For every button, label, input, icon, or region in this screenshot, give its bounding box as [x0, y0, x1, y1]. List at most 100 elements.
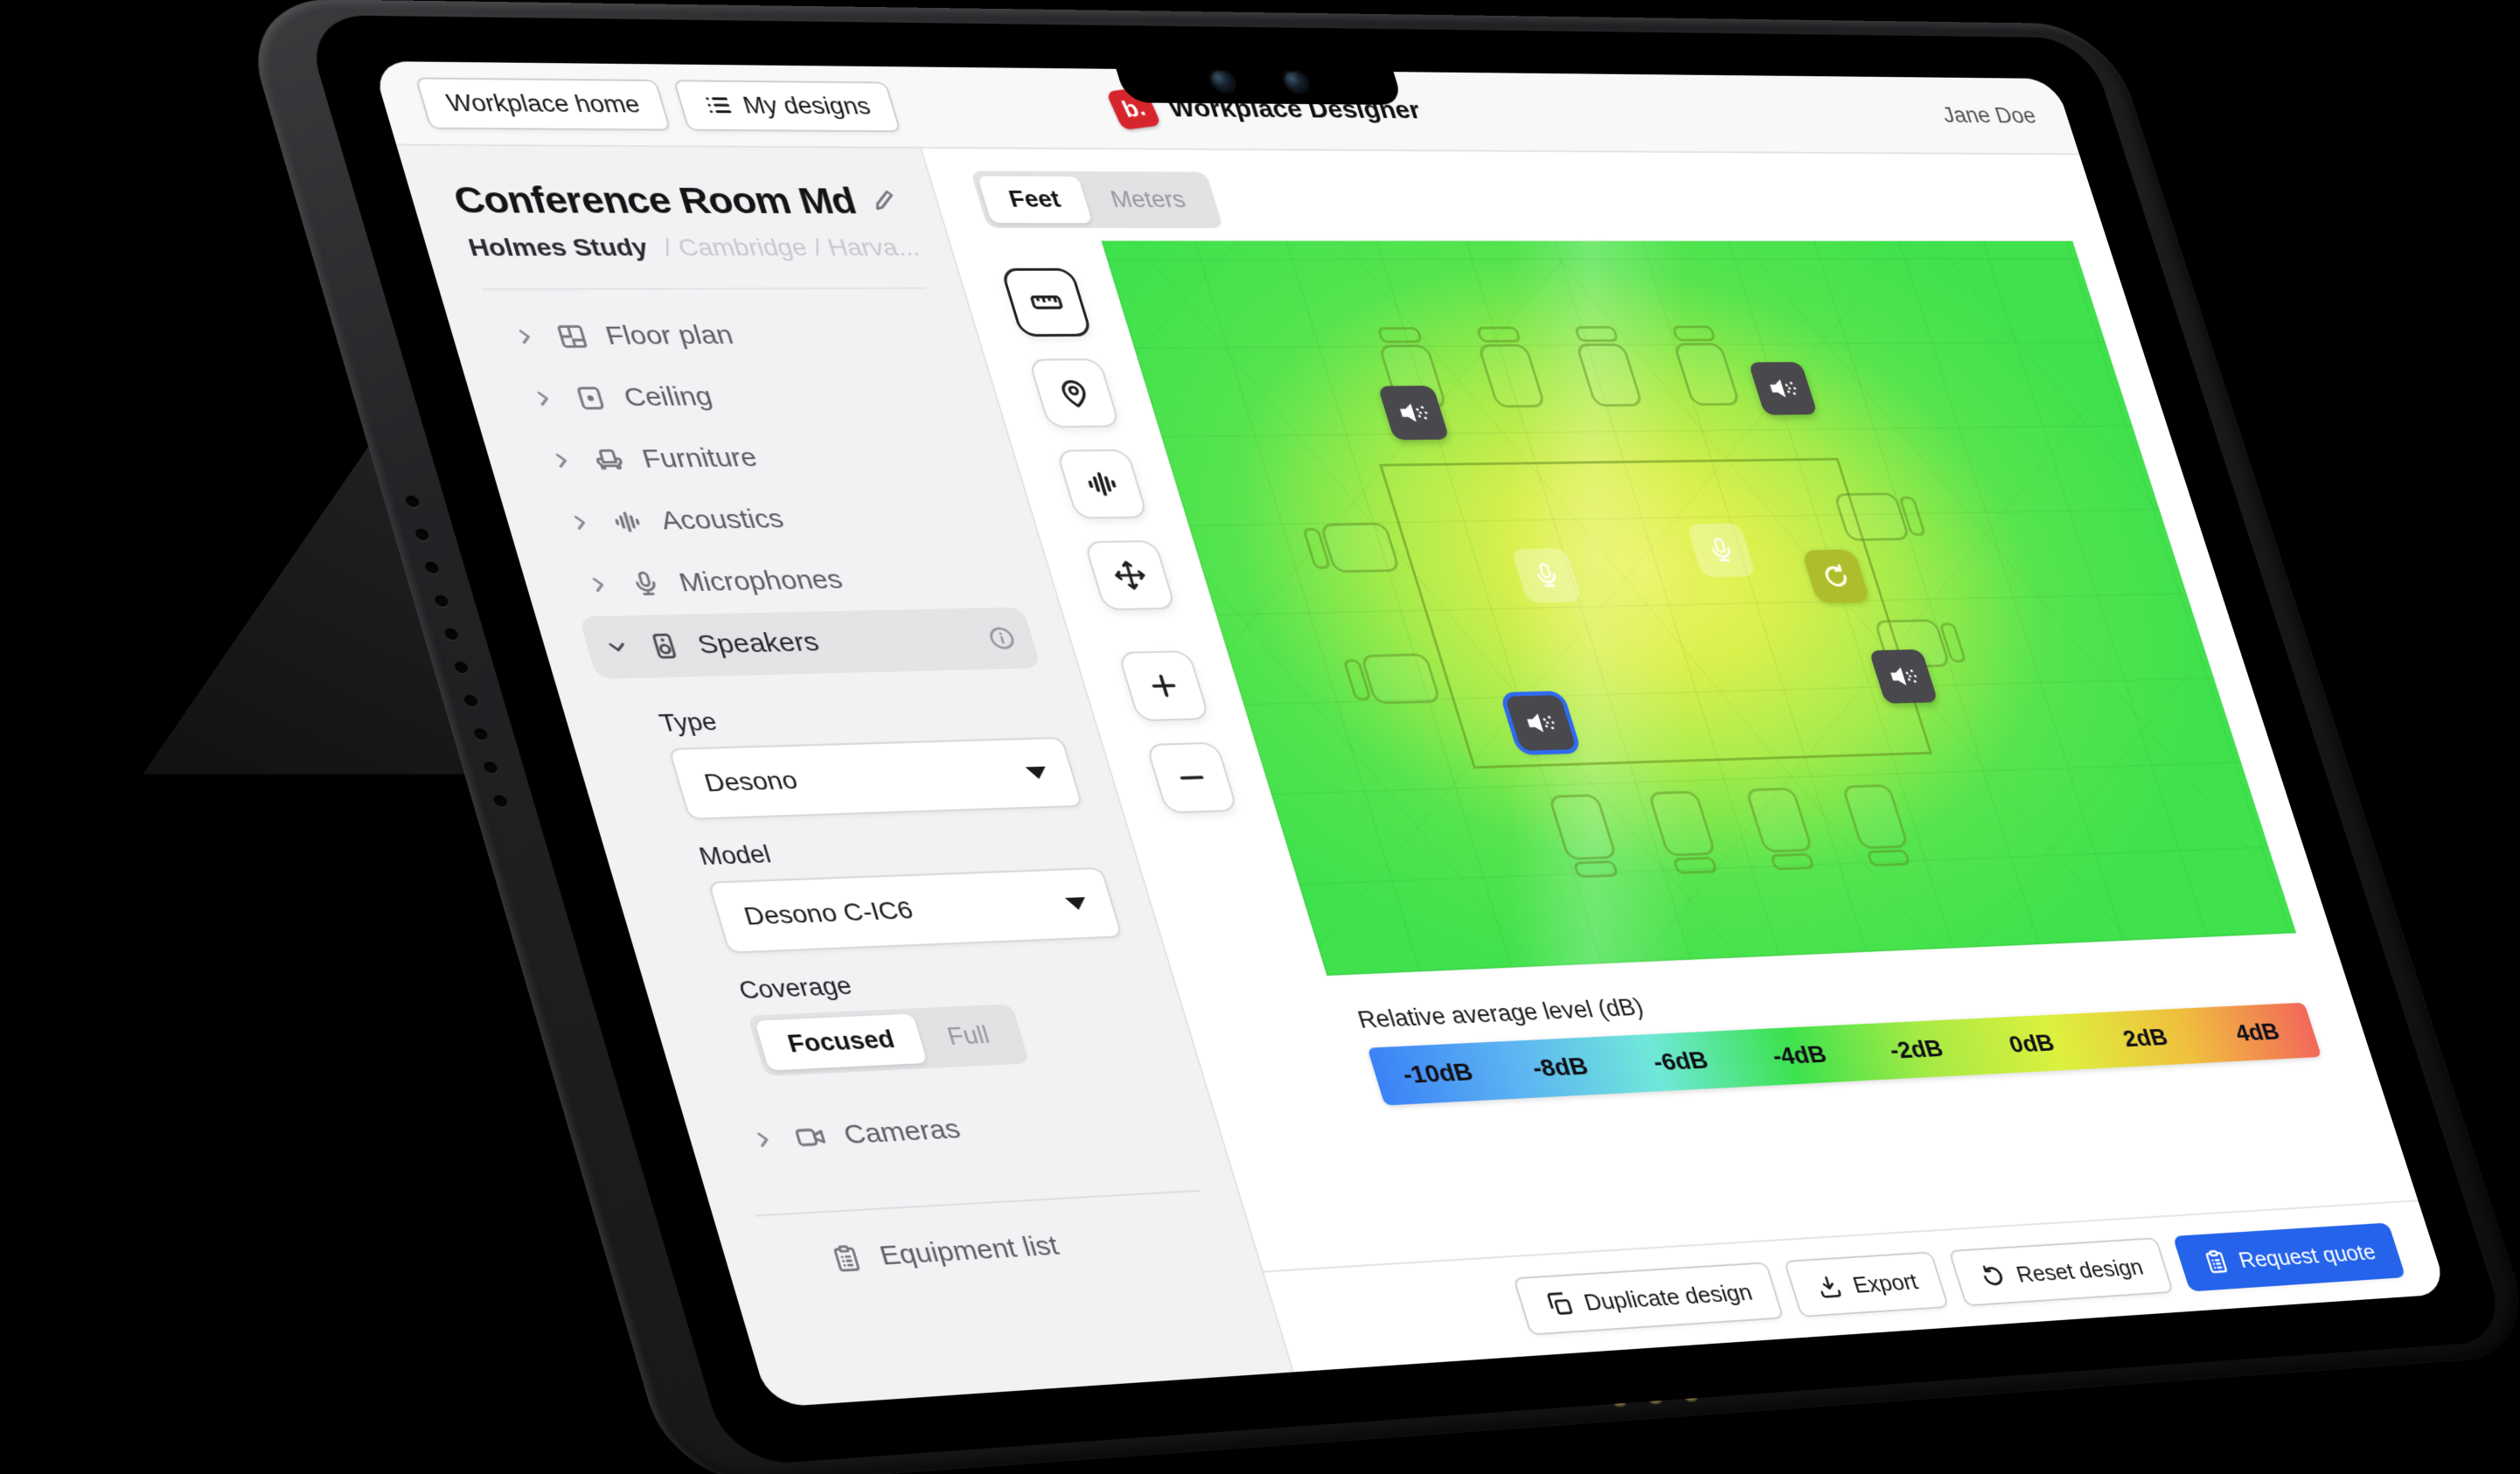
move-icon [1108, 559, 1152, 592]
furniture-icon [595, 449, 623, 470]
speaker-icon [644, 631, 684, 660]
sidebar-item-label: Floor plan [602, 321, 737, 351]
edit-pencil-icon[interactable] [866, 186, 903, 213]
chevron-right-icon [546, 448, 578, 472]
breadcrumb-city[interactable]: Cambridge [674, 233, 811, 261]
workplace-home-button[interactable]: Workplace home [414, 76, 672, 130]
scale-tick: 4dB [2231, 1018, 2283, 1046]
breadcrumb-room[interactable]: Holmes Study [464, 233, 651, 261]
plus-icon [1142, 669, 1187, 703]
scale-tick: 2dB [2120, 1023, 2171, 1052]
model-select[interactable]: Desono C-IC6 [707, 866, 1124, 954]
chevron-right-icon [565, 511, 596, 534]
sidebar-item-floor-plan[interactable]: Floor plan [486, 304, 949, 368]
sidebar-item-label: Cameras [839, 1114, 964, 1151]
scale-tick: 0dB [2005, 1029, 2057, 1058]
chevron-right-icon [519, 330, 530, 344]
zoom-in-button[interactable] [1117, 650, 1211, 722]
chair [1319, 522, 1401, 574]
ceiling-icon [571, 384, 610, 413]
rotate-icon [1817, 562, 1854, 591]
camera-icon [790, 1122, 830, 1152]
clipboard-icon [827, 1243, 867, 1274]
sidebar-item-label: Equipment list [876, 1230, 1062, 1271]
type-label: Type [656, 708, 720, 737]
reset-design-button[interactable]: Reset design [1948, 1237, 2175, 1307]
microphone-icon [626, 569, 665, 598]
ruler-icon [1025, 286, 1069, 318]
chair [1477, 344, 1547, 408]
sidebar-item-furniture[interactable]: Furniture [523, 425, 985, 491]
microphone-icon [1528, 560, 1566, 589]
unit-feet-option[interactable]: Feet [977, 176, 1092, 224]
zoom-out-button[interactable] [1145, 741, 1239, 814]
sidebar-item-ceiling[interactable]: Ceiling [505, 365, 967, 430]
scale-tick: -2dB [1886, 1034, 1946, 1064]
breadcrumb-sep: / [659, 233, 676, 261]
reset-icon [1976, 1262, 2009, 1290]
speaker-marker[interactable] [1748, 361, 1818, 415]
speaker-wave-icon [1398, 403, 1428, 423]
breadcrumb-org[interactable]: Harva... [824, 233, 922, 261]
copy-icon [1542, 1290, 1577, 1318]
level-scale: Relative average level (dB) -10dB -8dB -6d… [1354, 964, 2322, 1106]
room-title: Conference Room Md [449, 178, 861, 221]
location-tool-button[interactable] [1027, 358, 1121, 428]
request-quote-button[interactable]: Request quote [2172, 1222, 2406, 1292]
coverage-toggle: Focused Full [747, 1004, 1030, 1077]
acoustic-level-icon [1080, 468, 1124, 501]
my-designs-button[interactable]: My designs [672, 79, 901, 132]
acoustic-level-tool-button[interactable] [1055, 448, 1149, 519]
sidebar-item-label: Speakers [693, 627, 823, 660]
chair [1548, 794, 1619, 861]
scale-tick: -4dB [1768, 1040, 1830, 1070]
sidebar-item-cameras[interactable]: Cameras [725, 1088, 1188, 1173]
unit-meters-option[interactable]: Meters [1107, 186, 1189, 212]
move-tool-button[interactable] [1083, 539, 1177, 611]
caret-down-icon [1025, 766, 1049, 780]
clipboard-icon [2200, 1248, 2232, 1276]
scale-tick: -6dB [1649, 1046, 1712, 1076]
button-label: Export [1849, 1268, 1921, 1298]
breadcrumb: Holmes Study/Cambridge/Harva... [464, 233, 922, 261]
front-camera-lens [1278, 68, 1312, 94]
duplicate-design-button[interactable]: Duplicate design [1512, 1262, 1785, 1336]
sidebar-item-label: Furniture [638, 442, 762, 474]
sidebar-divider [481, 287, 927, 290]
type-select[interactable]: Desono [667, 736, 1084, 820]
sidebar-item-label: Microphones [675, 565, 846, 598]
unit-toggle: Feet Meters [970, 170, 1224, 229]
chair [1646, 790, 1717, 858]
scale-tick: -8dB [1528, 1052, 1591, 1082]
list-icon [701, 92, 737, 118]
coverage-focused-option[interactable]: Focused [754, 1013, 928, 1071]
user-name[interactable]: Jane Doe [1939, 102, 2039, 128]
sidebar-item-equipment-list[interactable]: Equipment list [761, 1206, 1224, 1295]
download-icon [1812, 1273, 1845, 1300]
app-screen: Workplace home My designs b. Workplace D… [372, 61, 2448, 1408]
chevron-right-icon [748, 1127, 779, 1151]
model-value: Desono C-IC6 [740, 895, 916, 930]
front-camera-lens [1205, 67, 1240, 94]
my-designs-label: My designs [740, 92, 874, 119]
sidebar-item-microphones[interactable]: Microphones [560, 546, 1022, 616]
minus-icon [1170, 761, 1215, 795]
info-icon[interactable] [985, 625, 1020, 652]
coverage-heatmap[interactable] [1100, 240, 2298, 977]
sidebar-item-acoustics[interactable]: Acoustics [541, 486, 1004, 554]
chair [1359, 652, 1442, 705]
export-button[interactable]: Export [1783, 1251, 1950, 1318]
ruler-tool-button[interactable] [999, 268, 1094, 337]
sidebar-item-label: Acoustics [657, 504, 788, 536]
location-pin-icon [1052, 377, 1096, 410]
sidebar: Conference Room Md Holmes Study /Cambridg… [396, 145, 1295, 1408]
chair [1744, 787, 1814, 853]
chair [1841, 784, 1911, 850]
sidebar-item-speakers[interactable]: Speakers [578, 607, 1041, 679]
coverage-label: Coverage [735, 972, 855, 1005]
speaker-wave-icon [1888, 667, 1917, 686]
model-label: Model [695, 840, 775, 871]
chair [1575, 343, 1645, 407]
speaker-wave-icon [1768, 379, 1797, 398]
coverage-full-option[interactable]: Full [943, 1021, 993, 1050]
